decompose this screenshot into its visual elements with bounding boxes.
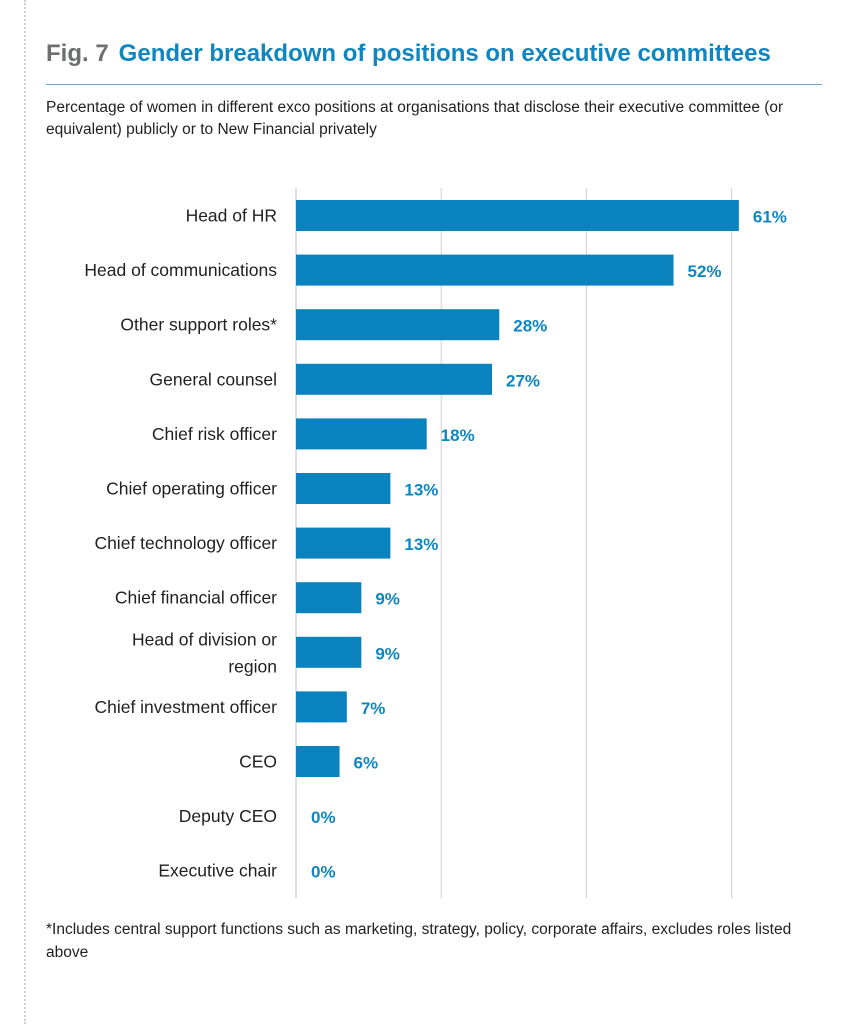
category-label: Head of communications xyxy=(84,260,277,280)
category-label: General counsel xyxy=(150,369,277,389)
value-label: 7% xyxy=(361,699,386,718)
value-label: 13% xyxy=(404,481,438,500)
figure-title-text: Gender breakdown of positions on executi… xyxy=(118,40,771,67)
value-label: 13% xyxy=(404,535,438,554)
bar xyxy=(296,691,347,723)
value-label: 0% xyxy=(311,863,336,882)
value-label: 9% xyxy=(375,644,400,663)
bar xyxy=(296,582,362,614)
page-margin-rule xyxy=(24,0,26,1024)
bar xyxy=(296,363,493,395)
value-label: 52% xyxy=(688,262,722,281)
bar xyxy=(296,254,674,286)
category-label: Other support roles* xyxy=(120,315,277,335)
bar xyxy=(296,418,427,450)
bar xyxy=(296,200,739,231)
value-label: 27% xyxy=(506,371,540,390)
category-label: CEO xyxy=(239,752,277,772)
bar xyxy=(296,527,391,559)
category-label: Chief investment officer xyxy=(94,697,277,717)
category-label: Chief technology officer xyxy=(94,533,277,553)
value-label: 61% xyxy=(753,208,787,227)
category-label: Head of division or region xyxy=(132,629,277,676)
value-label: 0% xyxy=(311,808,336,827)
bar xyxy=(296,309,500,341)
bar-chart: Head of HR 61% Head of communications 52% Ot… xyxy=(84,188,787,898)
category-label: Deputy CEO xyxy=(179,806,277,826)
figure-title: Fig. 7 Gender breakdown of positions on e… xyxy=(46,40,826,68)
figure-number: Fig. 7 xyxy=(46,40,109,67)
value-label: 6% xyxy=(354,754,379,773)
category-label: Executive chair xyxy=(158,861,277,881)
value-label: 9% xyxy=(375,590,400,609)
bar xyxy=(296,746,340,777)
bar xyxy=(296,636,362,668)
figure-footnote: *Includes central support functions such… xyxy=(46,921,792,961)
figure-subtitle: Percentage of women in different exco po… xyxy=(46,99,784,138)
category-label: Head of HR xyxy=(186,206,277,226)
value-label: 18% xyxy=(441,426,475,445)
title-divider xyxy=(46,84,822,85)
category-label: Chief financial officer xyxy=(115,588,277,608)
category-label: Chief risk officer xyxy=(152,424,277,444)
category-label: Chief operating officer xyxy=(106,479,277,499)
value-label: 28% xyxy=(513,317,547,336)
bar xyxy=(296,473,391,504)
